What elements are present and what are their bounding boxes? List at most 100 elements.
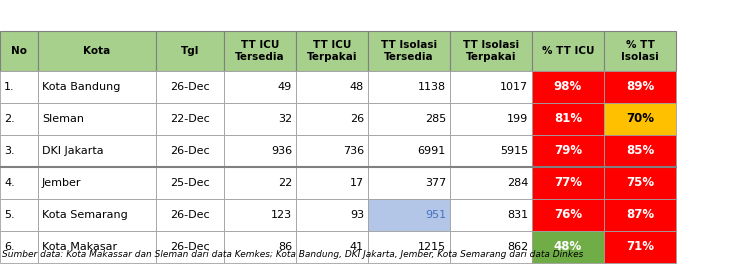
Bar — [156, 167, 224, 199]
Bar — [532, 71, 604, 103]
Bar — [38, 167, 156, 199]
Text: 17: 17 — [350, 178, 364, 188]
Text: 1.: 1. — [4, 82, 15, 92]
Text: 22: 22 — [278, 178, 292, 188]
Bar — [296, 71, 368, 103]
Text: 6991: 6991 — [418, 146, 446, 156]
Text: % TT ICU: % TT ICU — [542, 46, 594, 56]
Text: 26-Dec: 26-Dec — [170, 146, 210, 156]
Bar — [156, 103, 224, 135]
Bar — [38, 31, 156, 71]
Text: DKI Jakarta: DKI Jakarta — [42, 146, 103, 156]
Bar — [368, 231, 450, 263]
Bar — [0, 167, 38, 199]
Text: 2.: 2. — [4, 114, 15, 124]
Text: 5915: 5915 — [500, 146, 528, 156]
Text: 26-Dec: 26-Dec — [170, 210, 210, 220]
Bar — [296, 135, 368, 167]
Bar — [296, 167, 368, 199]
Text: 86: 86 — [278, 242, 292, 252]
Bar — [532, 103, 604, 135]
Text: 77%: 77% — [554, 177, 582, 189]
Text: 3.: 3. — [4, 146, 15, 156]
Text: Kota: Kota — [84, 46, 111, 56]
Bar — [224, 71, 296, 103]
Bar — [450, 231, 532, 263]
Text: TT Isolasi
Terpakai: TT Isolasi Terpakai — [463, 40, 519, 62]
Bar — [368, 103, 450, 135]
Text: 85%: 85% — [626, 144, 654, 158]
Text: 1017: 1017 — [500, 82, 528, 92]
Bar — [156, 199, 224, 231]
Text: Sleman: Sleman — [42, 114, 84, 124]
Bar — [156, 231, 224, 263]
Text: 48: 48 — [350, 82, 364, 92]
Text: Kota Makasar: Kota Makasar — [42, 242, 117, 252]
Text: 936: 936 — [271, 146, 292, 156]
Text: 76%: 76% — [554, 209, 582, 221]
Bar — [38, 103, 156, 135]
Bar — [450, 199, 532, 231]
Text: 75%: 75% — [626, 177, 654, 189]
Bar — [0, 199, 38, 231]
Text: 48%: 48% — [554, 241, 582, 254]
Text: 5.: 5. — [4, 210, 15, 220]
Bar — [532, 167, 604, 199]
Text: 831: 831 — [507, 210, 528, 220]
Text: 284: 284 — [507, 178, 528, 188]
Text: 199: 199 — [507, 114, 528, 124]
Bar — [156, 71, 224, 103]
Bar — [368, 199, 450, 231]
Text: 862: 862 — [507, 242, 528, 252]
Bar — [604, 71, 676, 103]
Text: 71%: 71% — [626, 241, 654, 254]
Bar — [38, 135, 156, 167]
Text: TT ICU
Terpakai: TT ICU Terpakai — [307, 40, 357, 62]
Bar — [156, 31, 224, 71]
Bar — [0, 31, 38, 71]
Bar — [38, 199, 156, 231]
Text: 22-Dec: 22-Dec — [170, 114, 210, 124]
Bar — [38, 71, 156, 103]
Text: 26-Dec: 26-Dec — [170, 242, 210, 252]
Bar — [604, 199, 676, 231]
Bar — [450, 167, 532, 199]
Bar — [450, 135, 532, 167]
Bar — [450, 31, 532, 71]
Text: 87%: 87% — [626, 209, 654, 221]
Text: 4.: 4. — [4, 178, 15, 188]
Bar — [604, 167, 676, 199]
Text: 70%: 70% — [626, 112, 654, 126]
Text: 89%: 89% — [626, 81, 654, 93]
Bar — [0, 103, 38, 135]
Text: 49: 49 — [278, 82, 292, 92]
Text: 98%: 98% — [554, 81, 582, 93]
Text: No: No — [11, 46, 27, 56]
Text: Kota Bandung: Kota Bandung — [42, 82, 120, 92]
Text: 736: 736 — [343, 146, 364, 156]
Bar — [0, 231, 38, 263]
Text: 377: 377 — [425, 178, 446, 188]
Bar — [296, 199, 368, 231]
Bar — [0, 71, 38, 103]
Bar — [532, 199, 604, 231]
Bar — [224, 31, 296, 71]
Text: 6.: 6. — [4, 242, 15, 252]
Text: Kota Semarang: Kota Semarang — [42, 210, 128, 220]
Bar — [604, 135, 676, 167]
Text: 285: 285 — [425, 114, 446, 124]
Bar — [296, 231, 368, 263]
Bar — [450, 71, 532, 103]
Text: 951: 951 — [425, 210, 446, 220]
Text: % TT
Isolasi: % TT Isolasi — [621, 40, 659, 62]
Bar — [450, 103, 532, 135]
Bar — [368, 135, 450, 167]
Text: 26: 26 — [350, 114, 364, 124]
Text: 81%: 81% — [554, 112, 582, 126]
Bar — [604, 103, 676, 135]
Bar — [532, 135, 604, 167]
Text: Jember: Jember — [42, 178, 81, 188]
Bar — [368, 31, 450, 71]
Text: TT ICU
Tersedia: TT ICU Tersedia — [235, 40, 285, 62]
Text: 93: 93 — [350, 210, 364, 220]
